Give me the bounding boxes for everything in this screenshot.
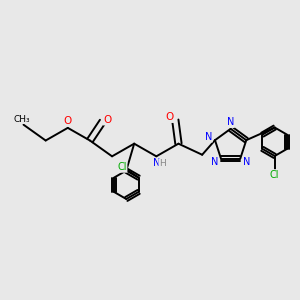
Text: H: H [159, 159, 165, 168]
Text: N: N [227, 118, 234, 128]
Text: N: N [153, 158, 161, 168]
Text: N: N [211, 157, 218, 167]
Text: Cl: Cl [117, 162, 127, 172]
Text: Cl: Cl [270, 169, 280, 180]
Text: O: O [64, 116, 72, 126]
Text: O: O [103, 115, 111, 125]
Text: N: N [243, 157, 250, 167]
Text: N: N [205, 132, 212, 142]
Text: CH₃: CH₃ [14, 115, 30, 124]
Text: O: O [166, 112, 174, 122]
